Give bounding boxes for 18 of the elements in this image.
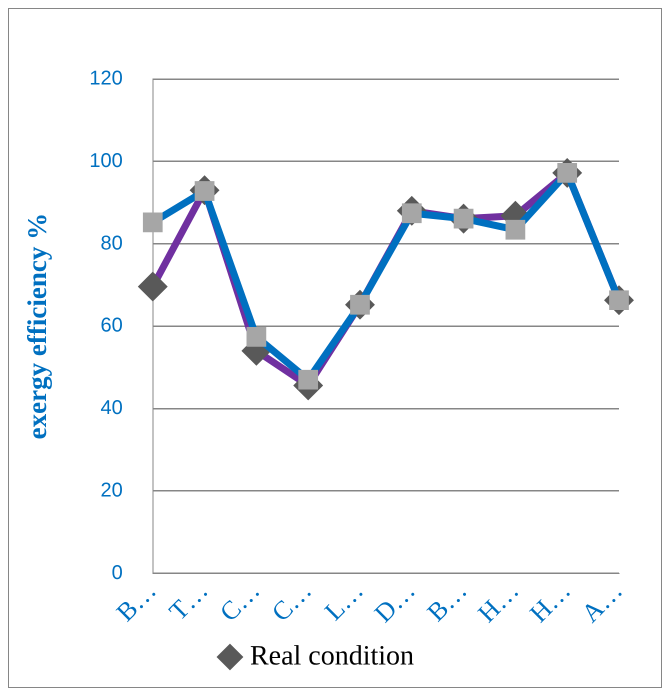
y-tick-label: 0	[112, 562, 123, 584]
x-tick-label: A…	[576, 576, 628, 628]
x-tick-label: H…	[472, 576, 524, 628]
y-tick-label: 80	[100, 232, 123, 254]
x-tick-label: B…	[422, 576, 473, 628]
y-tick-label: 20	[100, 479, 123, 502]
x-tick-label: T…	[164, 576, 214, 626]
legend-label: Real condition	[250, 640, 414, 672]
y-tick-label: 100	[89, 150, 123, 172]
x-tick-label: D…	[368, 576, 421, 628]
x-tick-label: C…	[266, 576, 318, 628]
y-tick-label: 60	[100, 314, 123, 337]
x-tick-label: L…	[318, 576, 370, 626]
x-tick-label: C…	[214, 576, 266, 628]
x-tick-label: H…	[524, 576, 576, 628]
y-tick-label: 40	[100, 397, 123, 420]
y-axis-title: exergy efficiency %	[22, 212, 52, 440]
y-tick-label: 120	[89, 68, 123, 90]
